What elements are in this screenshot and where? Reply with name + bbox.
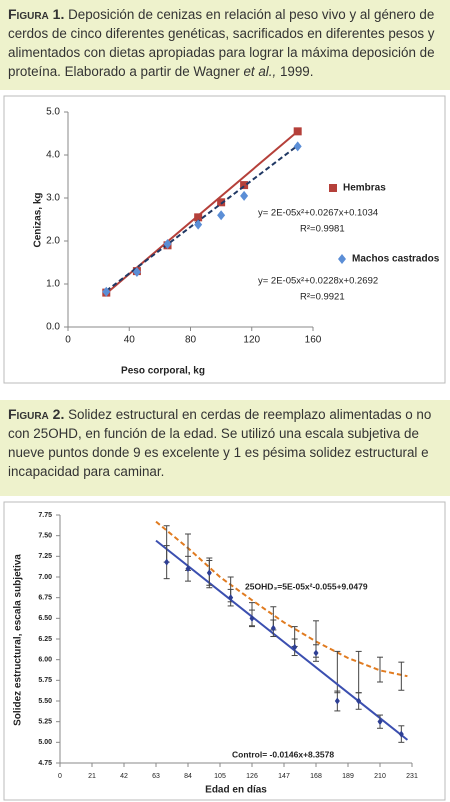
data-point bbox=[163, 239, 172, 250]
x-tick-label: 105 bbox=[214, 773, 226, 780]
y-tick-label: 4.0 bbox=[46, 150, 60, 161]
x-tick-label: 40 bbox=[124, 335, 136, 346]
x-tick-label: 189 bbox=[342, 773, 354, 780]
y-axis-label: Cenizas, kg bbox=[33, 192, 44, 247]
y-tick-label: 4.75 bbox=[38, 760, 52, 767]
caption: Figura 1. Deposición de cenizas en relac… bbox=[0, 0, 450, 90]
y-tick-label: 6.25 bbox=[38, 636, 52, 643]
data-point bbox=[228, 594, 234, 602]
y-tick-label: 7.00 bbox=[38, 574, 52, 581]
y-tick-label: 5.25 bbox=[38, 719, 52, 726]
caption-text: 1999. bbox=[276, 64, 314, 79]
data-point bbox=[194, 219, 203, 230]
y-tick-label: 5.0 bbox=[46, 107, 60, 118]
legend-label: Hembras bbox=[343, 183, 386, 194]
y-tick-label: 3.0 bbox=[46, 193, 60, 204]
data-point bbox=[249, 614, 255, 622]
y-tick-label: 7.75 bbox=[38, 512, 52, 519]
trend-equation: y= 2E-05x²+0.0267x+0.1034 bbox=[258, 208, 378, 219]
data-point bbox=[293, 127, 302, 136]
y-tick-label: 7.25 bbox=[38, 553, 52, 560]
trend-label: 25OHD₃=5E-05x²-0.055+9.0479 bbox=[245, 581, 368, 591]
data-point bbox=[270, 624, 276, 632]
data-point bbox=[217, 198, 226, 207]
x-tick-label: 147 bbox=[278, 773, 290, 780]
x-tick-label: 126 bbox=[246, 773, 258, 780]
data-point bbox=[240, 190, 249, 201]
x-axis-label: Edad en días bbox=[205, 785, 267, 796]
data-point bbox=[292, 643, 298, 651]
x-tick-label: 160 bbox=[305, 335, 322, 346]
y-tick-label: 0.0 bbox=[46, 322, 60, 333]
trend-line bbox=[105, 144, 299, 292]
data-point bbox=[240, 181, 249, 190]
x-tick-label: 120 bbox=[243, 335, 260, 346]
x-tick-label: 210 bbox=[374, 773, 386, 780]
y-tick-label: 5.75 bbox=[38, 677, 52, 684]
legend-marker bbox=[338, 254, 346, 264]
r-squared: R²=0.9981 bbox=[300, 224, 345, 235]
x-tick-label: 84 bbox=[184, 773, 192, 780]
data-point bbox=[334, 697, 340, 705]
data-point bbox=[194, 213, 203, 222]
x-tick-label: 63 bbox=[152, 773, 160, 780]
y-tick-label: 5.00 bbox=[38, 739, 52, 746]
y-tick-label: 2.0 bbox=[46, 236, 60, 247]
x-tick-label: 80 bbox=[185, 335, 197, 346]
data-point bbox=[313, 649, 319, 657]
data-point bbox=[356, 697, 362, 705]
chart: 0 40 80 120 160 0.0 1.0 2.0 3.0 4.0 5.0 Peso corpor… bbox=[3, 95, 446, 384]
y-axis-label: Solidez estructural, escala subjetiva bbox=[13, 554, 24, 726]
legend-label: Machos castrados bbox=[352, 254, 440, 265]
caption: Figura 2. Solidez estructural en cerdas … bbox=[0, 400, 450, 496]
x-tick-label: 231 bbox=[406, 773, 418, 780]
data-point bbox=[102, 286, 111, 297]
caption-text: Solidez estructural en cerdas de reempla… bbox=[8, 407, 432, 479]
y-tick-label: 6.75 bbox=[38, 595, 52, 602]
data-point bbox=[206, 569, 212, 577]
x-tick-label: 168 bbox=[310, 773, 322, 780]
y-tick-label: 6.50 bbox=[38, 615, 52, 622]
y-tick-label: 1.0 bbox=[46, 279, 60, 290]
trend-equation: y= 2E-05x²+0.0228x+0.2692 bbox=[258, 276, 378, 287]
r-squared: R²=0.9921 bbox=[300, 292, 345, 303]
x-tick-label: 42 bbox=[120, 773, 128, 780]
x-tick-label: 21 bbox=[88, 773, 96, 780]
y-tick-label: 5.50 bbox=[38, 698, 52, 705]
caption-text: Deposición de cenizas en relación al pes… bbox=[8, 7, 435, 79]
figure-label: Figura 2. bbox=[8, 406, 65, 422]
chart-frame bbox=[3, 95, 446, 384]
trend-line bbox=[155, 539, 409, 741]
trend-label: Control= -0.0146x+8.3578 bbox=[232, 749, 334, 759]
data-point bbox=[377, 718, 383, 726]
data-point bbox=[293, 141, 302, 152]
x-tick-label: 0 bbox=[65, 335, 71, 346]
y-tick-label: 6.00 bbox=[38, 657, 52, 664]
figure-label: Figura 1. bbox=[8, 6, 65, 22]
legend-marker bbox=[329, 184, 337, 192]
trend-line bbox=[155, 520, 408, 678]
y-tick-label: 7.50 bbox=[38, 533, 52, 540]
data-point bbox=[217, 210, 226, 221]
data-point bbox=[164, 558, 170, 566]
data-point bbox=[132, 266, 141, 277]
chart: 0 21 42 63 84 105 126 147 168 189 210 231 4.75 5.00 5.… bbox=[3, 501, 446, 801]
x-axis-label: Peso corporal, kg bbox=[121, 366, 205, 377]
data-point bbox=[185, 565, 191, 573]
chart-frame bbox=[3, 501, 446, 801]
caption-italic: et al., bbox=[243, 64, 277, 79]
data-point bbox=[398, 730, 404, 738]
x-tick-label: 0 bbox=[58, 773, 62, 780]
